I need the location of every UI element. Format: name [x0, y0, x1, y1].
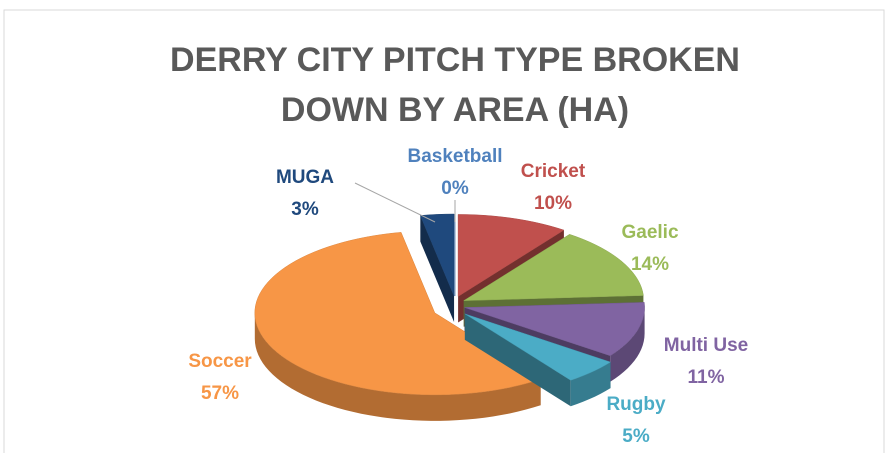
- data-label-name: Rugby: [606, 394, 666, 415]
- slice-wall: [254, 312, 541, 421]
- slice-wall: [610, 307, 645, 382]
- data-label-name: Basketball: [407, 146, 502, 167]
- slice-wall: [570, 362, 611, 407]
- slice-side: [464, 313, 571, 407]
- slice: [419, 213, 455, 297]
- data-label-value: 10%: [534, 193, 572, 214]
- chart-title: DOWN BY AREA (HA): [281, 91, 629, 129]
- slice: [462, 234, 644, 301]
- slice: [464, 302, 645, 356]
- data-label-name: Cricket: [521, 161, 586, 182]
- data-label-value: 3%: [291, 199, 319, 220]
- data-label-name: Soccer: [188, 351, 252, 372]
- data-label-name: Gaelic: [621, 222, 678, 243]
- data-label-value: 14%: [631, 254, 669, 275]
- slice: [457, 214, 565, 297]
- data-label-name: MUGA: [276, 167, 334, 188]
- slice-side: [420, 215, 455, 323]
- slice: [254, 232, 542, 396]
- data-label-value: 57%: [201, 383, 239, 404]
- data-label-value: 11%: [688, 367, 725, 388]
- leader-line: [354, 182, 436, 223]
- slice: [464, 313, 612, 381]
- chart-title: DERRY CITY PITCH TYPE BROKEN: [170, 41, 740, 79]
- data-label-value: 5%: [622, 426, 650, 447]
- data-label-value: 0%: [441, 178, 469, 199]
- data-label-name: Multi Use: [664, 335, 748, 356]
